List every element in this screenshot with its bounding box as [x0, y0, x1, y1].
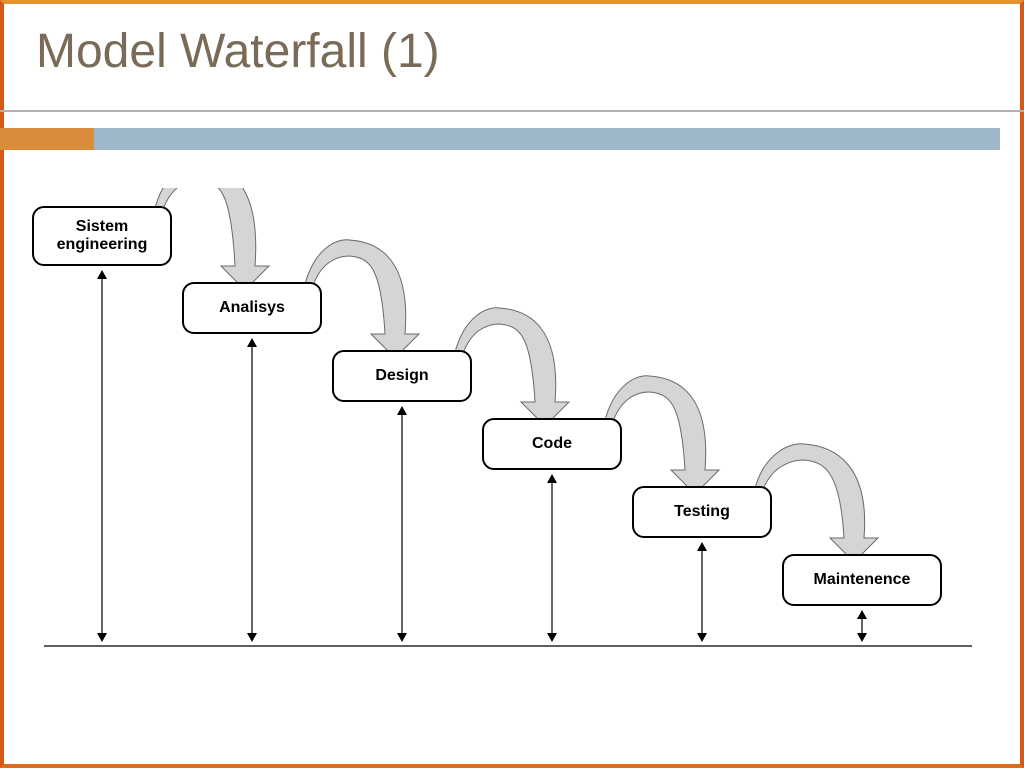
accent-bar-seg2	[94, 128, 1000, 150]
arrowhead-down-icon	[697, 633, 707, 642]
arrowhead-down-icon	[857, 633, 867, 642]
arrowhead-up-icon	[97, 270, 107, 279]
arrowhead-up-icon	[247, 338, 257, 347]
flow-node-n1: Analisys	[182, 282, 322, 334]
arrowhead-down-icon	[547, 633, 557, 642]
arrowhead-up-icon	[547, 474, 557, 483]
arrowhead-up-icon	[857, 610, 867, 619]
forward-arrow	[754, 444, 878, 562]
arrowhead-up-icon	[397, 406, 407, 415]
accent-bar	[0, 128, 1000, 150]
accent-bar-seg1	[0, 128, 94, 150]
flow-node-n3: Code	[482, 418, 622, 470]
waterfall-diagram: SistemengineeringAnalisysDesignCodeTesti…	[32, 188, 992, 668]
arrowhead-down-icon	[397, 633, 407, 642]
arrowhead-down-icon	[97, 633, 107, 642]
flow-node-n2: Design	[332, 350, 472, 402]
flow-node-n4: Testing	[632, 486, 772, 538]
flow-node-n0: Sistemengineering	[32, 206, 172, 266]
title-underline	[0, 110, 1024, 112]
arrowhead-up-icon	[697, 542, 707, 551]
page-title: Model Waterfall (1)	[36, 24, 440, 79]
flow-node-n5: Maintenence	[782, 554, 942, 606]
arrowhead-down-icon	[247, 633, 257, 642]
